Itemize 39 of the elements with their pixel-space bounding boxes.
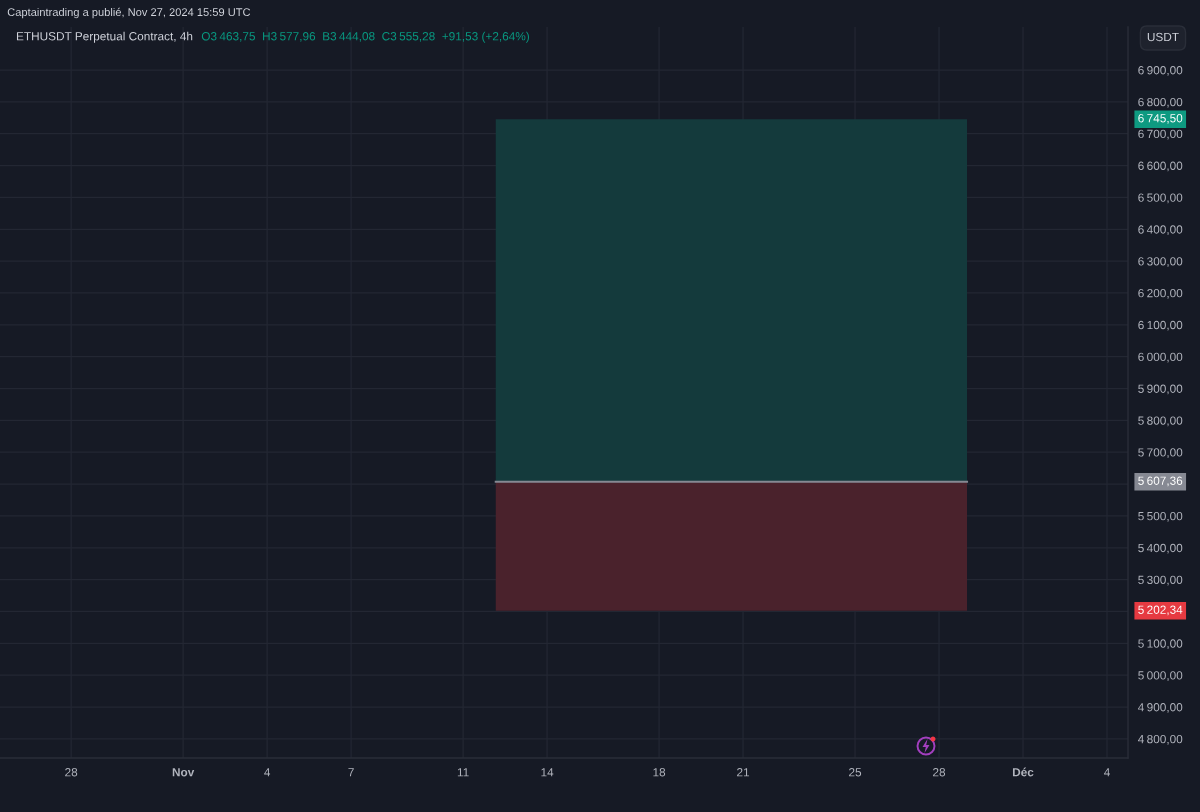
x-tick-label: Nov xyxy=(172,768,195,777)
y-tick-label: 4 800,00 xyxy=(1137,734,1183,745)
y-tick-label: 5 300,00 xyxy=(1138,575,1183,586)
y-tick-label: 6 800,00 xyxy=(1138,97,1183,108)
y-tick-label: 5 800,00 xyxy=(1138,416,1183,427)
y-tick-label: 6 200,00 xyxy=(1138,289,1183,299)
text: Captaintrading a publié, Nov 27, 2024 15:59 UTC xyxy=(7,7,251,19)
x-tick-label: 21 xyxy=(737,768,750,777)
x-tick-label: 11 xyxy=(457,768,469,777)
y-axis-title: USDT xyxy=(1147,32,1179,42)
y-tick-label: 6 500,00 xyxy=(1138,193,1183,204)
x-tick-label: 14 xyxy=(541,768,554,777)
y-tick-label: 5 700,00 xyxy=(1138,448,1183,459)
x-tick-label: 28 xyxy=(65,768,78,777)
y-tick-label: 5 500,00 xyxy=(1138,511,1183,522)
y-tick-label: 5 400,00 xyxy=(1138,543,1183,554)
y-tick-label: 5 607,36 xyxy=(1138,476,1183,487)
y-tick-label: 5 900,00 xyxy=(1138,384,1183,395)
x-tick-label: Déc xyxy=(1012,767,1034,777)
x-tick-label: 4 xyxy=(1103,768,1110,777)
y-tick-label: 5 000,00 xyxy=(1138,671,1183,681)
y-tick-label: 5 100,00 xyxy=(1138,639,1183,650)
x-tick-label: 7 xyxy=(348,768,354,777)
x-tick-label: 18 xyxy=(653,768,666,777)
y-tick-label: 6 100,00 xyxy=(1138,320,1183,331)
x-tick-label: 4 xyxy=(264,768,271,777)
y-tick-label: 6 000,00 xyxy=(1138,352,1183,363)
x-tick-label: 28 xyxy=(933,768,946,777)
x-tick-label: 25 xyxy=(849,768,862,777)
y-tick-label: 5 202,34 xyxy=(1138,605,1183,616)
y-tick-label: 6 600,00 xyxy=(1138,161,1183,172)
y-tick-label: 6 300,00 xyxy=(1138,257,1183,267)
y-tick-label: 4 900,00 xyxy=(1137,703,1183,713)
y-tick-label: 6 700,00 xyxy=(1138,129,1183,140)
y-tick-label: 6 900,00 xyxy=(1138,66,1183,76)
y-tick-label: 6 400,00 xyxy=(1138,225,1183,236)
y-tick-label: 6 745,50 xyxy=(1138,114,1183,124)
chart-subtitle: O3 463,75 H3 577,96 B3 444,08 C3 555,28 +91,53 (+2,64%) xyxy=(201,31,529,43)
chart-title: ETHUSDT Perpetual Contract, 4h xyxy=(16,31,193,43)
